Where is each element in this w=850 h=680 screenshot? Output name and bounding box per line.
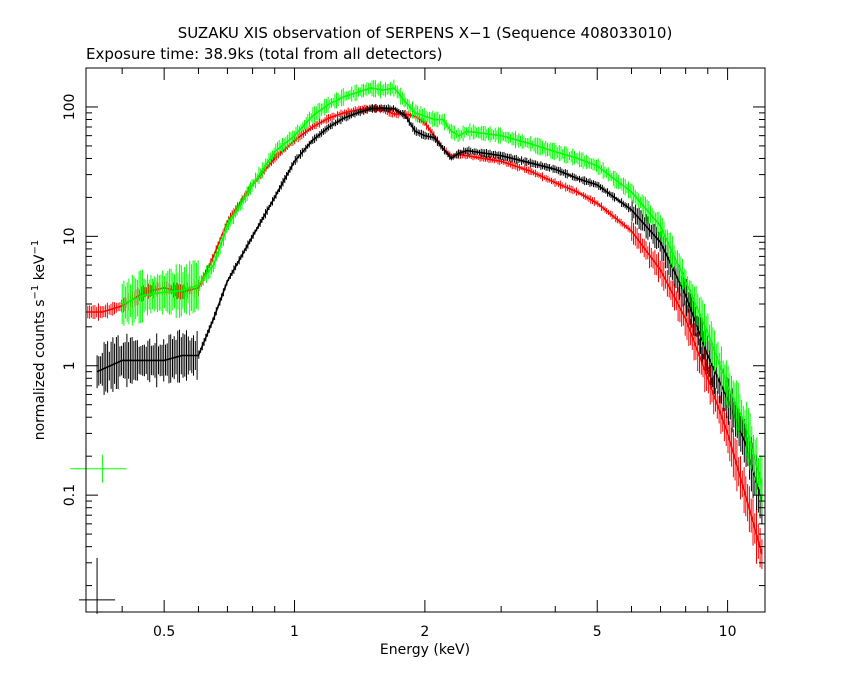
x-tick-label: 5 <box>593 624 602 640</box>
annotation-layer <box>70 454 127 614</box>
series-1 <box>96 104 763 525</box>
y-axis-label-mid: keV <box>32 254 48 285</box>
ticks-layer: 0.5 1 2 5 10 0.1 1 10 100 <box>62 67 765 640</box>
series-2 <box>121 79 763 514</box>
y-axis-label-sup1: −1 <box>30 285 41 300</box>
chart-subtitle: Exposure time: 38.9ks (total from all de… <box>86 45 442 63</box>
series-1-errorbars <box>96 104 763 525</box>
chart-title: SUZAKU XIS observation of SERPENS X−1 (S… <box>178 24 673 42</box>
x-axis-label: Energy (keV) <box>380 642 470 658</box>
x-tick-label: 2 <box>420 624 429 640</box>
y-tick-label: 10 <box>62 227 78 245</box>
x-tick-label: 10 <box>719 624 737 640</box>
series-layer <box>85 79 763 569</box>
x-tick-label: 0.5 <box>153 624 175 640</box>
annotation-cross-0 <box>70 454 127 483</box>
y-axis-label-main: normalized counts s <box>32 299 48 440</box>
plot-frame <box>85 67 766 613</box>
x-tick-label: 1 <box>290 624 299 640</box>
y-tick-label: 1 <box>62 361 78 370</box>
y-axis-label: normalized counts s−1 keV−1 <box>30 240 48 441</box>
y-axis-label-sup2: −1 <box>30 240 41 255</box>
y-tick-label: 0.1 <box>62 484 78 506</box>
y-tick-label: 100 <box>62 94 78 121</box>
series-2-errorbars <box>121 79 763 514</box>
annotation-cross-1 <box>79 557 116 614</box>
